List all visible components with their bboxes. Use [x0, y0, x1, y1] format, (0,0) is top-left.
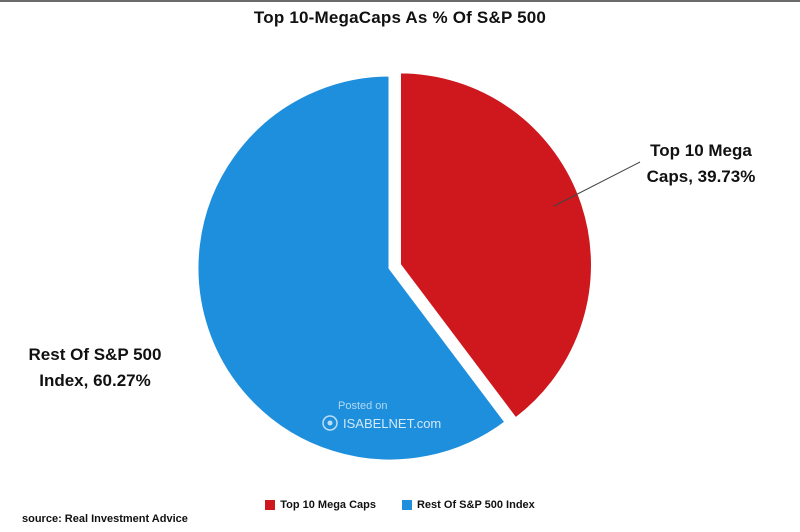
- legend-swatch-blue: [401, 500, 412, 510]
- isabelnet-logo-icon: [322, 415, 338, 431]
- data-label-rest-of-sp500: Rest Of S&P 500 Index, 60.27%: [28, 345, 162, 390]
- legend-label-rest-of-sp500: Rest Of S&P 500 Index: [416, 499, 535, 511]
- source-note: source: Real Investment Advice: [22, 513, 188, 525]
- data-label-top-10-mega-caps: Top 10 Mega Caps, 39.73%: [646, 141, 756, 186]
- top-border-line: [0, 0, 800, 2]
- watermark: Posted on ISABELNET.com: [322, 400, 441, 431]
- legend-swatch-red: [265, 500, 276, 510]
- chart-title: Top 10-MegaCaps As % Of S&P 500: [253, 8, 547, 27]
- watermark-site: ISABELNET.com: [343, 415, 442, 431]
- leader-line-top-10-mega-caps: [553, 161, 641, 207]
- legend-item-top-10-mega-caps: Top 10 Mega Caps: [265, 499, 376, 511]
- legend-item-rest-of-sp500: Rest Of S&P 500 Index: [401, 499, 535, 511]
- legend-label-top-10-mega-caps: Top 10 Mega Caps: [280, 499, 376, 511]
- watermark-site-row: ISABELNET.com: [322, 415, 441, 431]
- legend: Top 10 Mega Caps Rest Of S&P 500 Index: [0, 499, 800, 511]
- watermark-posted-on: Posted on: [338, 400, 388, 412]
- pie-slice-top-10-mega-caps: [397, 70, 594, 421]
- pie-slice-rest-of-s-p-500-index: [195, 73, 508, 463]
